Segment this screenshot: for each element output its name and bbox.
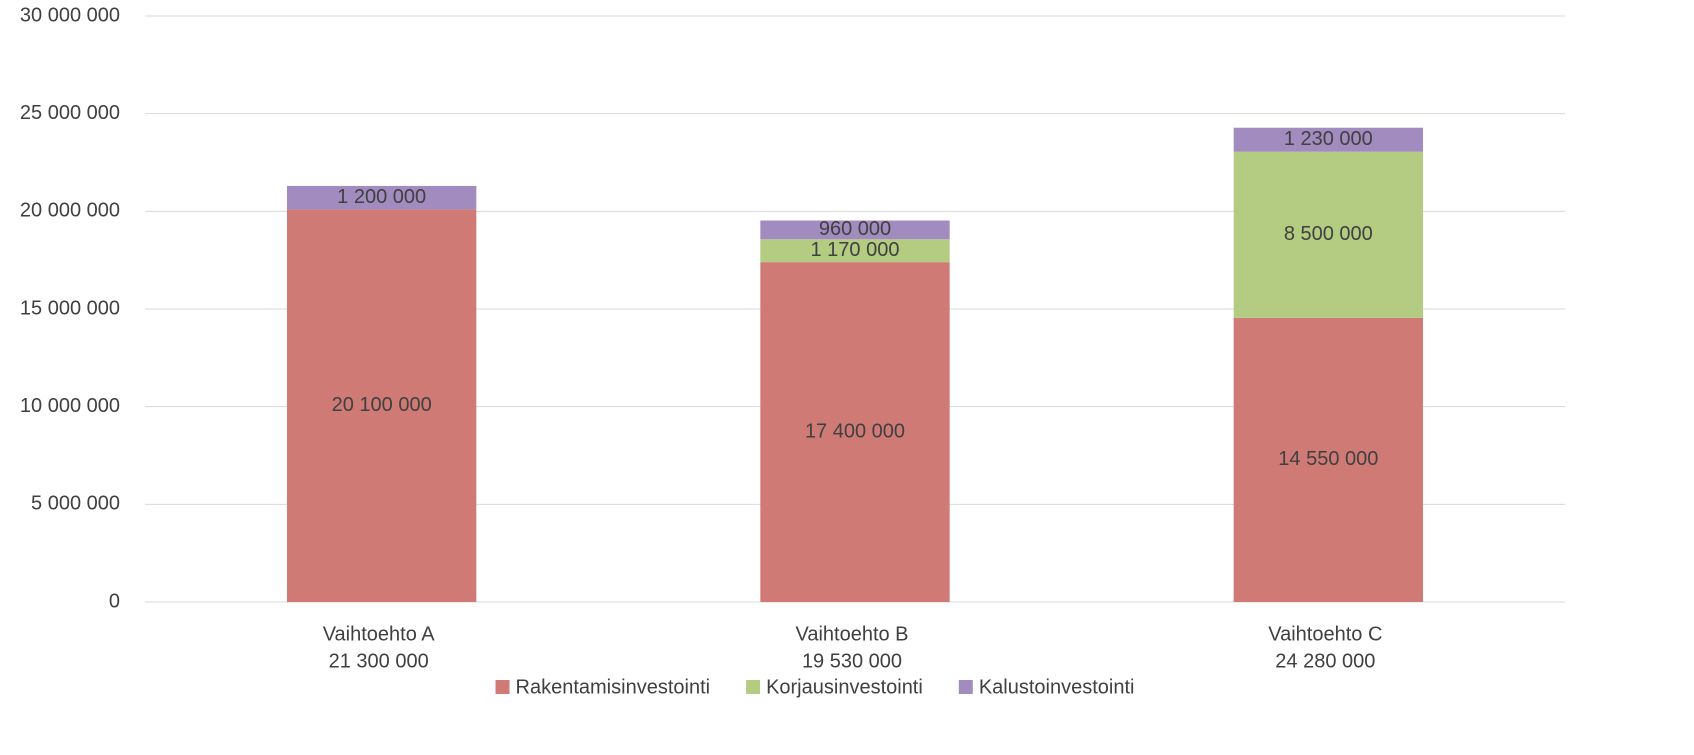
x-tick-label: Vaihtoehto B (795, 623, 908, 645)
y-tick-label: 25 000 000 (20, 102, 120, 124)
data-label: 20 100 000 (332, 394, 432, 416)
data-label: 8 500 000 (1284, 223, 1373, 245)
x-tick-label: 21 300 000 (329, 650, 429, 672)
x-tick-label: 19 530 000 (802, 650, 902, 672)
bar-segment (760, 220, 950, 240)
legend-label: Kalustoinvestointi (979, 676, 1135, 698)
bar-segment (1233, 151, 1423, 318)
x-tick-label: Vaihtoehto C (1268, 623, 1382, 645)
bar-segment (287, 185, 477, 210)
y-tick-label: 10 000 000 (20, 395, 120, 417)
x-tick-label: Vaihtoehto A (323, 623, 436, 645)
y-tick-label: 30 000 000 (20, 4, 120, 26)
bar-segment (760, 239, 950, 263)
bar-segment (287, 209, 477, 602)
bar-segment (1233, 317, 1423, 602)
x-tick-label: 24 280 000 (1275, 650, 1375, 672)
y-tick-label: 15 000 000 (20, 297, 120, 319)
y-tick-label: 5 000 000 (31, 493, 120, 515)
y-tick-label: 20 000 000 (20, 200, 120, 222)
legend-swatch (958, 680, 973, 694)
data-label: 1 230 000 (1284, 128, 1373, 150)
legend-swatch (495, 680, 510, 694)
legend-swatch (746, 680, 761, 694)
bar-segment (760, 262, 950, 602)
data-label: 1 170 000 (811, 239, 900, 261)
y-tick-label: 0 (109, 590, 120, 612)
data-label: 14 550 000 (1278, 448, 1378, 470)
bar-segment (1233, 127, 1423, 152)
data-label: 1 200 000 (337, 186, 426, 208)
data-label: 17 400 000 (805, 420, 905, 442)
data-label: 960 000 (819, 218, 891, 240)
legend-label: Rakentamisinvestointi (516, 676, 711, 698)
legend-label: Korjausinvestointi (766, 676, 923, 698)
